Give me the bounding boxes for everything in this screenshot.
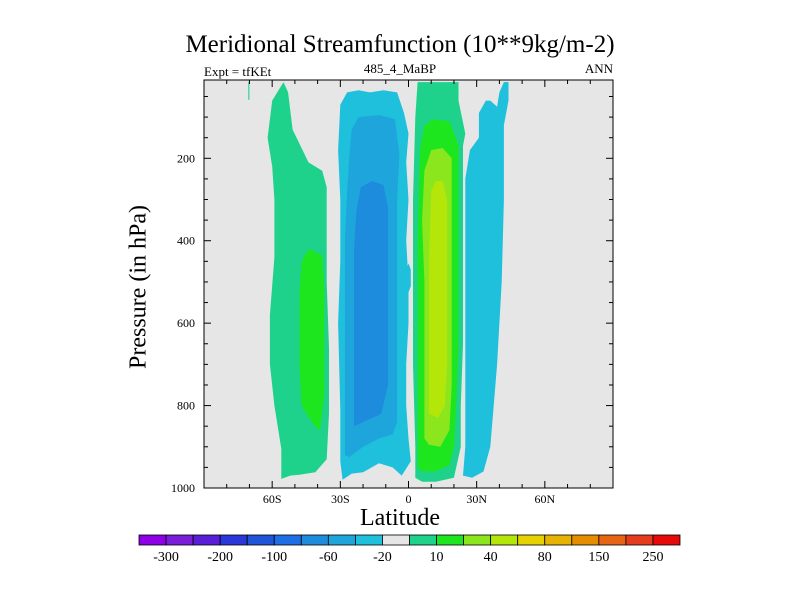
x-tick-label: 60S <box>263 492 282 506</box>
colorbar-box <box>354 534 383 546</box>
colorbar-box <box>219 534 248 546</box>
colorbar-box <box>517 534 546 546</box>
colorbar-box <box>246 534 275 546</box>
colorbar-box <box>165 534 194 546</box>
colorbar-box <box>436 534 464 546</box>
colorbar-box <box>300 534 329 546</box>
colorbar-box <box>625 534 654 546</box>
colorbar-box <box>327 534 356 546</box>
colorbar-label: -20 <box>373 550 392 565</box>
y-tick-label: 200 <box>177 151 195 165</box>
contour-region-equator-neg20-island <box>406 263 411 293</box>
x-tick-label: 0 <box>406 492 412 506</box>
x-axis-title: Latitude <box>360 505 440 531</box>
contour-region-nh-100-cell <box>429 181 448 418</box>
colorbar-box <box>192 534 221 546</box>
colorbar-box <box>138 534 167 546</box>
colorbar-label: 10 <box>430 550 444 565</box>
colorbar-label: 40 <box>484 550 498 565</box>
case-label: 485_4_MaBP <box>363 61 437 76</box>
colorbar-box <box>273 534 302 546</box>
y-tick-label: 600 <box>177 316 195 330</box>
colorbar-box <box>490 534 519 546</box>
colorbar-label: -200 <box>207 550 233 565</box>
y-tick-label: 1000 <box>171 481 195 495</box>
colorbar-box <box>571 534 600 546</box>
colorbar-label: 250 <box>642 550 663 565</box>
contour-region-sh-40-cell <box>299 249 325 431</box>
y-tick-label: 800 <box>177 399 195 413</box>
x-tick-label: 30S <box>331 492 350 506</box>
colorbar-box <box>463 534 492 546</box>
contour-region-shallow-green-sliver <box>248 82 250 100</box>
experiment-label: Expt = tfKEt <box>204 64 272 79</box>
colorbar-label: -100 <box>261 550 287 565</box>
chart-title: Meridional Streamfunction (10**9kg/m-2) <box>185 31 615 58</box>
colorbar-box <box>382 534 410 546</box>
colorbar-label: -300 <box>153 550 179 565</box>
colorbar-box <box>652 534 681 546</box>
colorbar-label: 150 <box>588 550 609 565</box>
contour-region-sh-neg100-cell <box>354 181 389 427</box>
colorbar-box <box>598 534 627 546</box>
x-tick-label: 60N <box>534 492 555 506</box>
colorbar-label: -60 <box>319 550 338 565</box>
colorbar-label: 80 <box>538 550 552 565</box>
season-label: ANN <box>584 61 613 76</box>
colorbar-box <box>544 534 573 546</box>
colorbar-box <box>409 534 437 546</box>
x-tick-label: 30N <box>466 492 487 506</box>
contour-region-nh-neg20-cell <box>463 82 509 478</box>
y-tick-label: 400 <box>177 234 195 248</box>
